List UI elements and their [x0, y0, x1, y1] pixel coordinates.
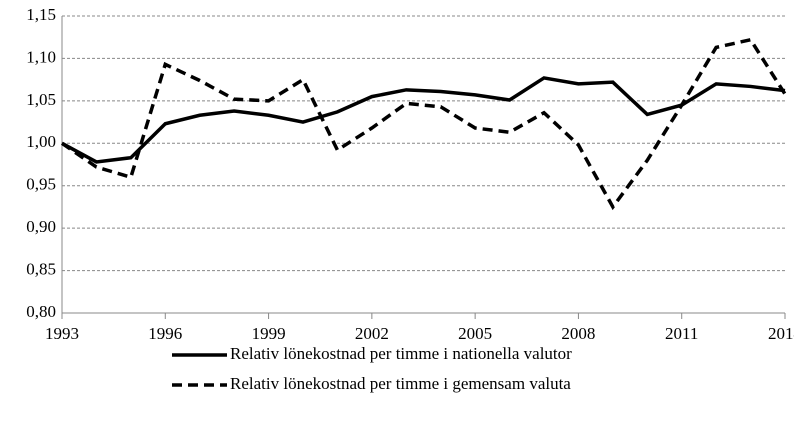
- x-tick-label: 1996: [148, 324, 182, 343]
- y-tick-label: 0,85: [26, 259, 56, 278]
- x-tick-label: 2002: [355, 324, 389, 343]
- x-tick-label: 2014: [768, 324, 794, 343]
- x-tick-label: 1999: [252, 324, 286, 343]
- y-tick-label: 0,80: [26, 302, 56, 321]
- y-tick-label: 1,15: [26, 5, 56, 24]
- x-tick-label: 1993: [45, 324, 79, 343]
- x-tick-label: 2011: [665, 324, 698, 343]
- x-tick-label: 2005: [458, 324, 492, 343]
- y-tick-label: 1,00: [26, 132, 56, 151]
- series-line: [61, 37, 787, 211]
- series-line: [61, 76, 786, 164]
- y-tick-label: 1,10: [26, 47, 56, 66]
- legend-label: Relativ lönekostnad per timme i gemensam…: [230, 374, 571, 393]
- legend-label: Relativ lönekostnad per timme i nationel…: [230, 344, 572, 363]
- y-tick-label: 0,90: [26, 217, 56, 236]
- y-tick-label: 0,95: [26, 175, 56, 194]
- y-tick-label: 1,05: [26, 90, 56, 109]
- x-tick-label: 2008: [561, 324, 595, 343]
